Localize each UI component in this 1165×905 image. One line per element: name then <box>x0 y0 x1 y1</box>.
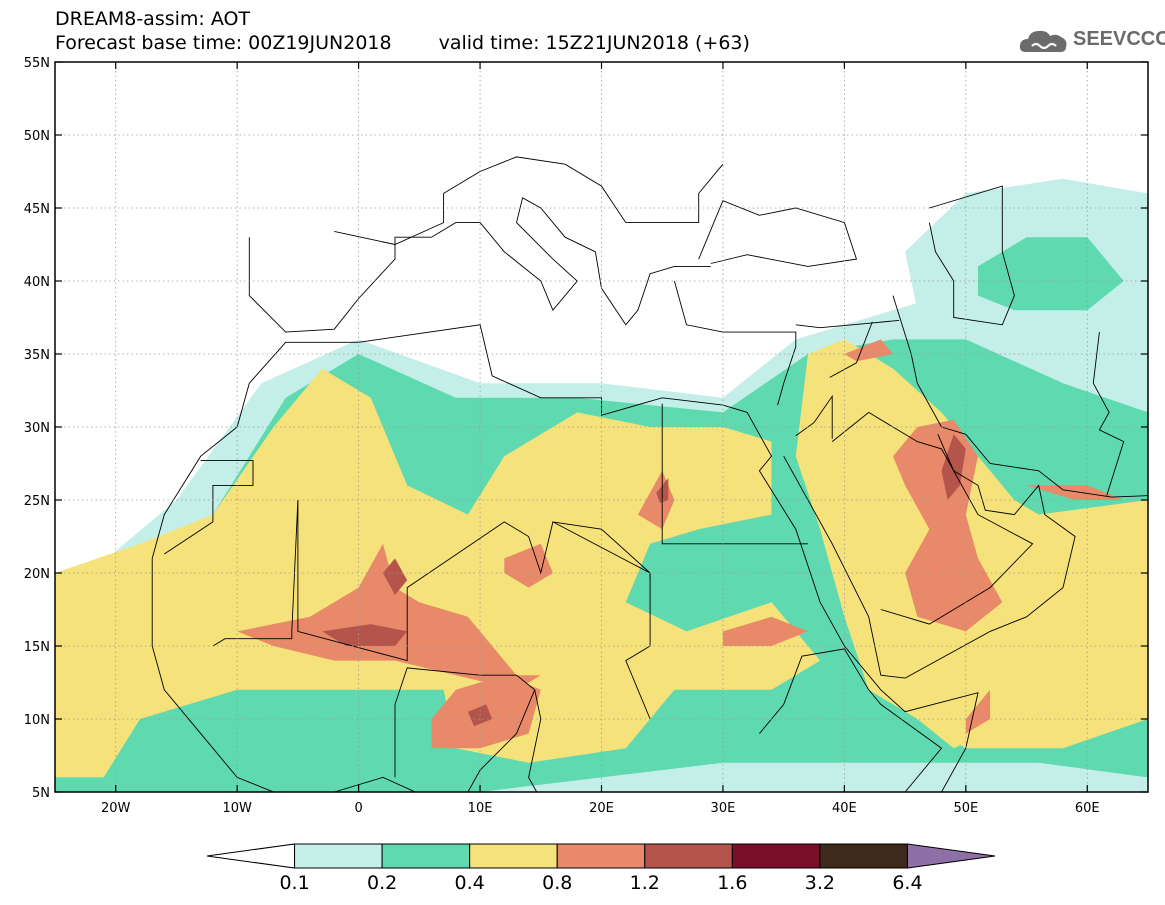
gridlines <box>55 62 1148 792</box>
red-mali <box>322 624 408 646</box>
lat-label: 15N <box>24 640 50 655</box>
colorbar-label: 0.1 <box>279 872 309 894</box>
lat-label: 20N <box>24 567 50 582</box>
orange-sudan <box>722 616 808 646</box>
lon-label: 10E <box>468 801 493 816</box>
ethiopia <box>759 648 943 792</box>
iraq-syria <box>829 321 873 378</box>
lat-label: 5N <box>32 786 50 801</box>
arabia-border <box>831 411 1034 625</box>
lon-label: 30E <box>711 801 736 816</box>
mali-mauritania <box>212 499 299 647</box>
saudi-jordan <box>795 394 833 439</box>
colorbar-segment <box>819 843 908 869</box>
orange-iraq-n <box>844 339 893 362</box>
cloud-icon <box>1019 30 1067 52</box>
iran-afghan <box>1092 332 1125 496</box>
colorbar: 0.1 0.2 0.4 0.8 1.2 1.6 3.2 6.4 <box>206 843 996 894</box>
iran-border <box>892 295 942 428</box>
lat-label: 35N <box>24 348 50 363</box>
colorbar-segment <box>381 843 471 869</box>
colorbar-under-triangle <box>206 843 296 869</box>
anatolia-coast <box>673 280 797 406</box>
orange-chad <box>504 543 553 588</box>
coastlines-borders <box>151 156 1148 792</box>
lat-label: 45N <box>24 202 50 217</box>
colorbar-segment <box>556 843 646 869</box>
cameroon <box>528 689 542 792</box>
lon-label: 40E <box>832 801 857 816</box>
red-kuwait <box>941 434 966 500</box>
turkey-south <box>795 319 900 329</box>
colorbar-segment <box>644 843 733 869</box>
colorbar-label: 0.8 <box>542 872 572 894</box>
lat-label: 50N <box>24 129 50 144</box>
red-sea-east <box>783 455 906 679</box>
orange-arabia <box>893 419 1003 632</box>
sudan-chad <box>552 521 651 581</box>
black-sea <box>698 200 858 267</box>
lon-label: 10W <box>222 801 252 816</box>
seevccc-logo: SEEVCCC <box>1018 24 1165 58</box>
european-borders <box>334 156 724 245</box>
red-niger <box>382 558 408 595</box>
lon-label: 20W <box>101 801 131 816</box>
colorbar-label: 0.2 <box>367 872 397 894</box>
lat-label: 40N <box>24 275 50 290</box>
sahara-border-1 <box>164 460 254 555</box>
lon-label: 60E <box>1075 801 1100 816</box>
sahara-border-2 <box>297 500 651 720</box>
colorbar-label: 1.2 <box>630 872 660 894</box>
colorbar-label: 3.2 <box>805 872 835 894</box>
lat-label: 10N <box>24 713 50 728</box>
colorbar-label: 1.6 <box>717 872 747 894</box>
nigeria-etc <box>394 667 536 792</box>
lat-label: 30N <box>24 421 50 436</box>
logo-text: SEEVCCC <box>1073 28 1165 50</box>
lon-label: 50E <box>953 801 978 816</box>
colorbar-segment <box>469 843 558 869</box>
egypt-libya <box>661 403 808 545</box>
lon-label: 0 <box>354 801 362 816</box>
orange-sahel <box>237 543 541 690</box>
base-time-text: Forecast base time: 00Z19JUN2018 <box>55 32 392 54</box>
iran-coast <box>941 426 1148 498</box>
caspian <box>928 185 1015 326</box>
lat-label: 25N <box>24 494 50 509</box>
map-title: DREAM8-assim: AOT <box>55 9 250 30</box>
colorbar-over-triangle <box>906 843 996 869</box>
africa-coast <box>151 324 979 792</box>
colorbar-segment <box>731 843 821 869</box>
time-info: Forecast base time: 00Z19JUN2018 valid ti… <box>55 33 750 54</box>
colorbar-segment <box>294 843 383 869</box>
lat-label: 55N <box>24 56 50 71</box>
title-text: DREAM8-assim: AOT <box>55 8 251 30</box>
west-africa-coast <box>151 558 417 792</box>
axis-ticks: 55N 50N 45N 40N 35N 30N 25N 20N 15N 10N 5N 20W 10W 0 1… <box>24 56 1148 816</box>
orange-gulf-oman <box>1026 485 1124 500</box>
colorbar-label: 0.4 <box>455 872 485 894</box>
lon-label: 20E <box>589 801 614 816</box>
valid-time-text: valid time: 15Z21JUN2018 (+63) <box>438 32 750 54</box>
colorbar-label: 6.4 <box>892 872 922 894</box>
